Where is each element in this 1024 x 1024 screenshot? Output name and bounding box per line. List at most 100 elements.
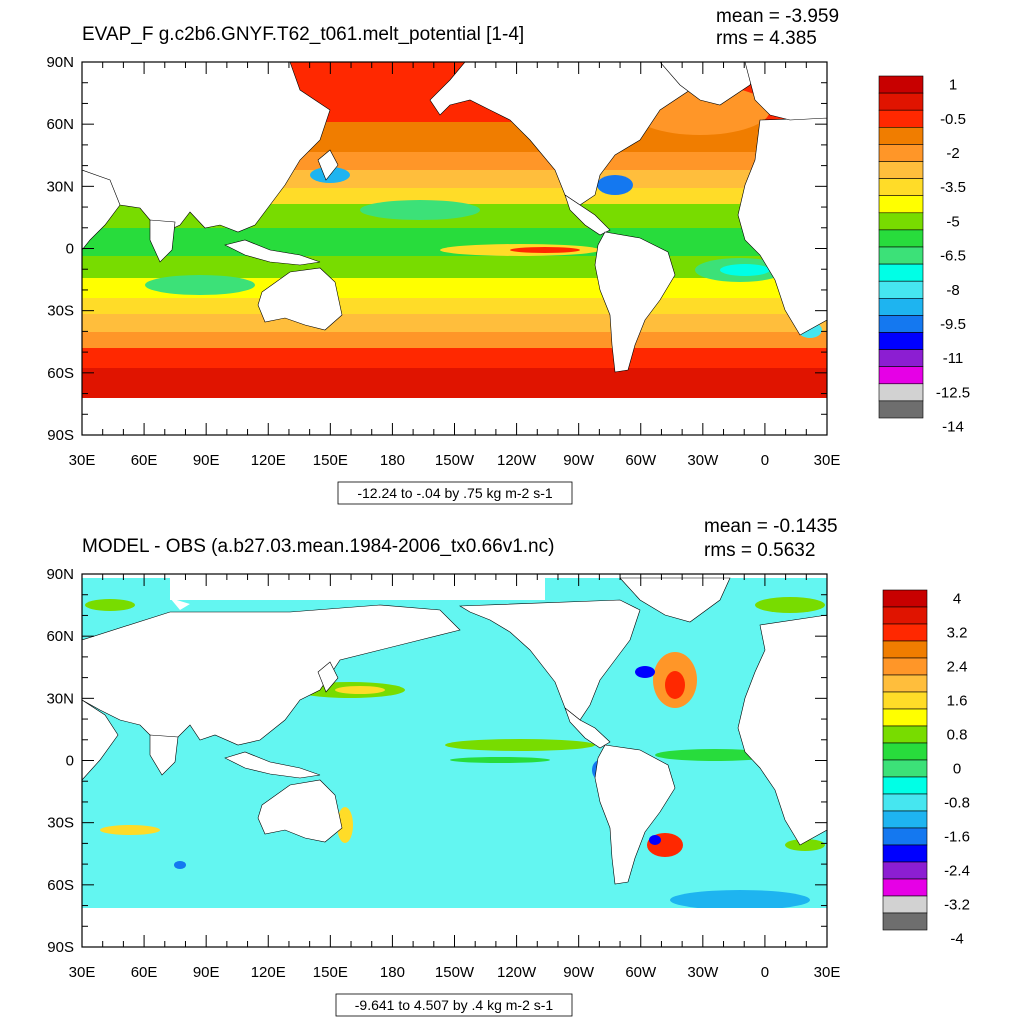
colorbar-swatch — [878, 212, 924, 231]
colorbar-label: -2 — [946, 145, 959, 162]
colorbar-label: 1.6 — [947, 693, 968, 710]
lon-label: 120W — [497, 964, 537, 981]
lon-label: 0 — [761, 964, 769, 981]
colorbar-swatch — [878, 229, 924, 248]
top-land — [82, 62, 827, 435]
colorbar-label: -0.8 — [944, 795, 970, 812]
colorbar-swatch — [878, 178, 924, 197]
lon-label: 90W — [563, 964, 595, 981]
lat-label: 60N — [46, 116, 74, 133]
colorbar-label: -3.2 — [944, 897, 970, 914]
lat-label: 0 — [66, 241, 74, 258]
colorbar-label: -6.5 — [940, 248, 966, 265]
colorbar-swatch — [882, 640, 928, 659]
bottom-range-label: -9.641 to 4.507 by .4 kg m-2 s-1 — [355, 997, 554, 1013]
lat-label: 30N — [46, 690, 74, 707]
lon-label: 30E — [814, 964, 841, 981]
lon-label: 90W — [563, 452, 595, 469]
colorbar-swatch — [878, 195, 924, 214]
lon-label: 60E — [131, 452, 158, 469]
lon-label: 180 — [380, 452, 405, 469]
lon-label: 90E — [193, 452, 220, 469]
lon-label: 90E — [193, 964, 220, 981]
colorbar-label: 0.8 — [947, 727, 968, 744]
colorbar-swatch — [882, 725, 928, 744]
colorbar-swatch — [878, 75, 924, 94]
colorbar-swatch — [878, 297, 924, 316]
colorbar-label: -1.6 — [944, 829, 970, 846]
colorbar-swatch — [878, 400, 924, 419]
colorbar-swatch — [882, 912, 928, 931]
colorbar-swatch — [882, 657, 928, 676]
colorbar-swatch — [878, 315, 924, 333]
colorbar-swatch — [878, 383, 924, 402]
lon-label: 30E — [814, 452, 841, 469]
colorbar-swatch — [882, 895, 928, 914]
lat-label: 30S — [47, 303, 74, 320]
lon-label: 30E — [69, 964, 96, 981]
lat-label: 30S — [47, 815, 74, 832]
colorbar-swatch — [882, 844, 928, 863]
colorbar-swatch — [878, 263, 924, 282]
bottom-title: MODEL - OBS (a.b27.03.mean.1984-2006_tx0… — [82, 536, 554, 557]
lat-label: 60S — [47, 877, 74, 894]
lat-label: 60S — [47, 365, 74, 382]
colorbar-swatch — [878, 366, 924, 385]
top-range-box — [337, 481, 573, 505]
colorbar-label: -5 — [946, 213, 959, 230]
lon-label: 150W — [435, 452, 475, 469]
lat-label: 30N — [46, 178, 74, 195]
bottom-rms: rms = 0.5632 — [704, 540, 815, 561]
colorbar-label: -0.5 — [940, 111, 966, 128]
colorbar-swatch — [882, 827, 928, 846]
lon-label: 30W — [687, 964, 719, 981]
top-title: EVAP_F g.c2b6.GNYF.T62_t061.melt_potenti… — [82, 24, 524, 45]
colorbar-swatch — [882, 742, 928, 761]
bottom-range-box — [335, 993, 573, 1017]
lon-label: 150E — [313, 964, 348, 981]
colorbar-swatch — [878, 144, 924, 162]
colorbar-swatch — [882, 878, 928, 897]
lon-label: 60W — [625, 964, 657, 981]
top-colorbar: 1 -0.5 -2 -3.5 -5 -6.5 -8 -9.5 -11 -12.5 -14 — [878, 75, 970, 436]
bottom-colorbar: 4 3.2 2.4 1.6 0.8 0 -0.8 -1.6 -2.4 -3.2 -4 — [882, 589, 970, 948]
bottom-mean: mean = -0.1435 — [704, 516, 838, 537]
lon-label: 120E — [251, 452, 286, 469]
lon-label: 60W — [625, 452, 657, 469]
colorbar-swatch — [882, 810, 928, 829]
lon-label: 120E — [251, 964, 286, 981]
bottom-panel: MODEL - OBS (a.b27.03.mean.1984-2006_tx0… — [46, 516, 970, 1017]
colorbar-swatch — [878, 127, 924, 145]
top-map-field — [82, 62, 827, 435]
colorbar-swatch — [878, 246, 924, 265]
colorbar-label: -14 — [942, 419, 964, 436]
lon-label: 30E — [69, 452, 96, 469]
top-mean: mean = -3.959 — [716, 6, 839, 27]
colorbar-swatch — [878, 349, 924, 368]
lat-label: 90S — [47, 939, 74, 956]
top-axes: 90N 60N 30N 0 30S 60S 90S 30E 60E 90E 120E 150E 180 1… — [46, 54, 840, 469]
colorbar-label: -3.5 — [940, 179, 966, 196]
colorbar-swatch — [882, 589, 928, 608]
colorbar-label: -12.5 — [936, 384, 970, 401]
colorbar-swatch — [882, 674, 928, 693]
lon-label: 60E — [131, 964, 158, 981]
bottom-axes: 90N 60N 30N 0 30S 60S 90S 30E 60E 90E 120E 150E 180 1… — [46, 566, 840, 981]
lat-label: 90S — [47, 427, 74, 444]
colorbar-swatch — [882, 861, 928, 880]
lon-label: 150W — [435, 964, 475, 981]
top-panel: EVAP_F g.c2b6.GNYF.T62_t061.melt_potenti… — [46, 6, 970, 505]
colorbar-label: -4 — [950, 931, 963, 948]
colorbar-swatch — [882, 708, 928, 727]
colorbar-label: 2.4 — [947, 659, 968, 676]
colorbar-label: 4 — [953, 591, 961, 608]
bottom-map-field — [82, 574, 827, 947]
lon-label: 30W — [687, 452, 719, 469]
colorbar-swatch — [882, 793, 928, 812]
colorbar-label: -8 — [946, 282, 959, 299]
top-range-label: -12.24 to -.04 by .75 kg m-2 s-1 — [357, 485, 553, 501]
lat-label: 60N — [46, 628, 74, 645]
colorbar-label: 1 — [949, 77, 957, 94]
colorbar-swatch — [878, 332, 924, 350]
lon-label: 150E — [313, 452, 348, 469]
